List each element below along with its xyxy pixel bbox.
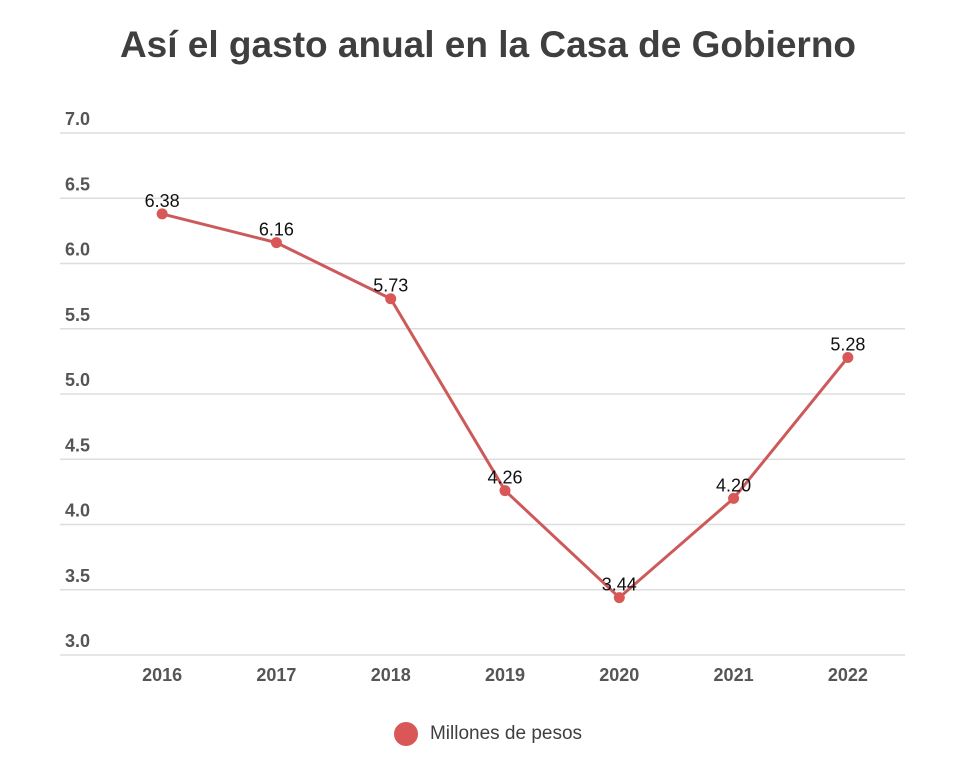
y-tick-label: 4.5 <box>65 435 90 455</box>
legend-marker <box>393 722 418 746</box>
legend-label: Millones de pesos <box>429 723 583 744</box>
data-label: 6.16 <box>259 220 294 240</box>
x-tick-label: 2021 <box>714 665 754 685</box>
data-point <box>156 208 168 220</box>
x-tick-label: 2016 <box>142 665 182 685</box>
x-axis-ticks: 2016 2017 2018 2019 2020 2021 2022 <box>142 665 868 685</box>
data-point <box>270 237 282 249</box>
data-point <box>728 492 740 504</box>
data-label: 4.20 <box>716 475 751 495</box>
data-label: 3.44 <box>602 575 637 595</box>
y-tick-label: 5.5 <box>65 305 90 325</box>
x-tick-label: 2020 <box>599 665 639 685</box>
x-tick-label: 2019 <box>485 665 525 685</box>
series-line <box>161 212 850 600</box>
data-label: 6.38 <box>145 191 180 211</box>
data-label: 5.73 <box>373 276 408 296</box>
y-axis-ticks: 3.0 3.5 4.0 4.5 5.0 5.5 6.0 6.5 7.0 <box>65 109 90 651</box>
y-tick-label: 6.0 <box>65 240 90 260</box>
series-millones-de-pesos <box>156 208 854 604</box>
legend: Millones de pesos <box>0 722 976 746</box>
chart-title: Así el gasto anual en la Casa de Gobiern… <box>119 24 857 65</box>
y-tick-label: 6.5 <box>65 174 90 194</box>
x-tick-label: 2022 <box>828 665 868 685</box>
data-point <box>613 592 625 604</box>
data-label: 5.28 <box>830 334 865 354</box>
x-tick-label: 2017 <box>256 665 296 685</box>
y-tick-label: 3.0 <box>65 631 90 651</box>
data-labels: 6.38 6.16 5.73 4.26 3.44 4.20 5.28 <box>145 191 866 595</box>
data-point <box>385 293 397 305</box>
data-point <box>842 351 854 363</box>
data-point <box>499 485 511 497</box>
y-tick-label: 5.0 <box>65 370 90 390</box>
data-label: 4.26 <box>487 468 522 488</box>
gridlines <box>60 132 905 656</box>
y-tick-label: 7.0 <box>65 109 90 129</box>
x-tick-label: 2018 <box>371 665 411 685</box>
y-tick-label: 3.5 <box>65 566 90 586</box>
y-tick-label: 4.0 <box>65 501 90 521</box>
